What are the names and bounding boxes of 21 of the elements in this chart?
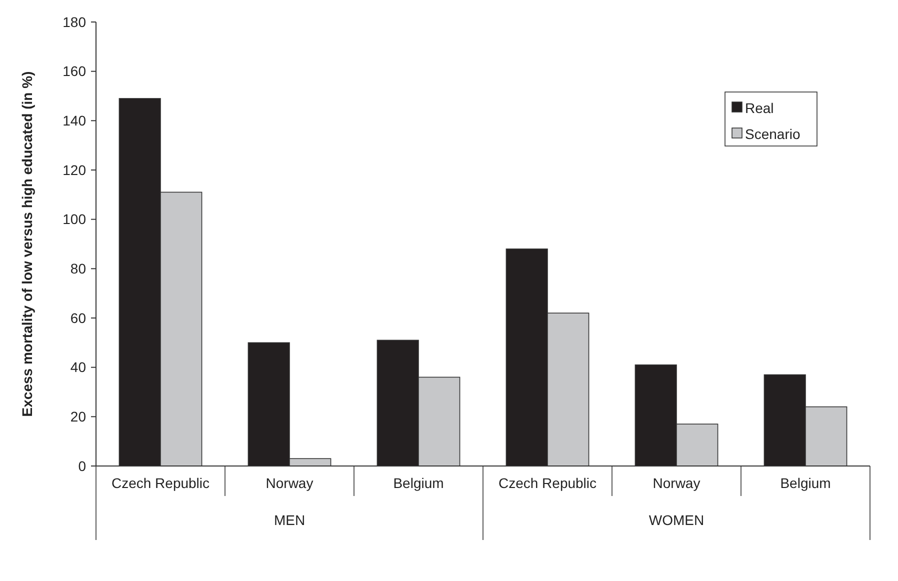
x-tick-label: Czech Republic xyxy=(498,475,597,491)
y-axis-title: Excess mortality of low versus high educated (in %) xyxy=(19,71,35,417)
y-tick-label: 60 xyxy=(70,310,86,326)
x-tick-label: Norway xyxy=(652,475,700,491)
x-tick-label: Belgium xyxy=(393,475,444,491)
y-tick-label: 100 xyxy=(62,211,86,228)
y-tick-label: 20 xyxy=(70,408,86,425)
y-tick-label: 120 xyxy=(62,162,86,178)
y-tick-label: 160 xyxy=(62,63,86,80)
y-tick-label: 80 xyxy=(70,260,86,277)
y-tick-label: 180 xyxy=(62,14,86,30)
y-tick-label: 40 xyxy=(70,359,86,376)
x-tick-label: Norway xyxy=(266,475,314,491)
y-tick-label: 140 xyxy=(62,112,86,129)
text: MEN xyxy=(274,512,306,528)
x-tick-label: Czech Republic xyxy=(111,475,210,491)
legend-label: Real xyxy=(745,100,774,116)
text: WOMEN xyxy=(648,512,704,528)
y-tick-label: 0 xyxy=(78,458,86,474)
x-tick-label: Belgium xyxy=(780,475,831,491)
legend-label: Scenario xyxy=(745,126,800,142)
